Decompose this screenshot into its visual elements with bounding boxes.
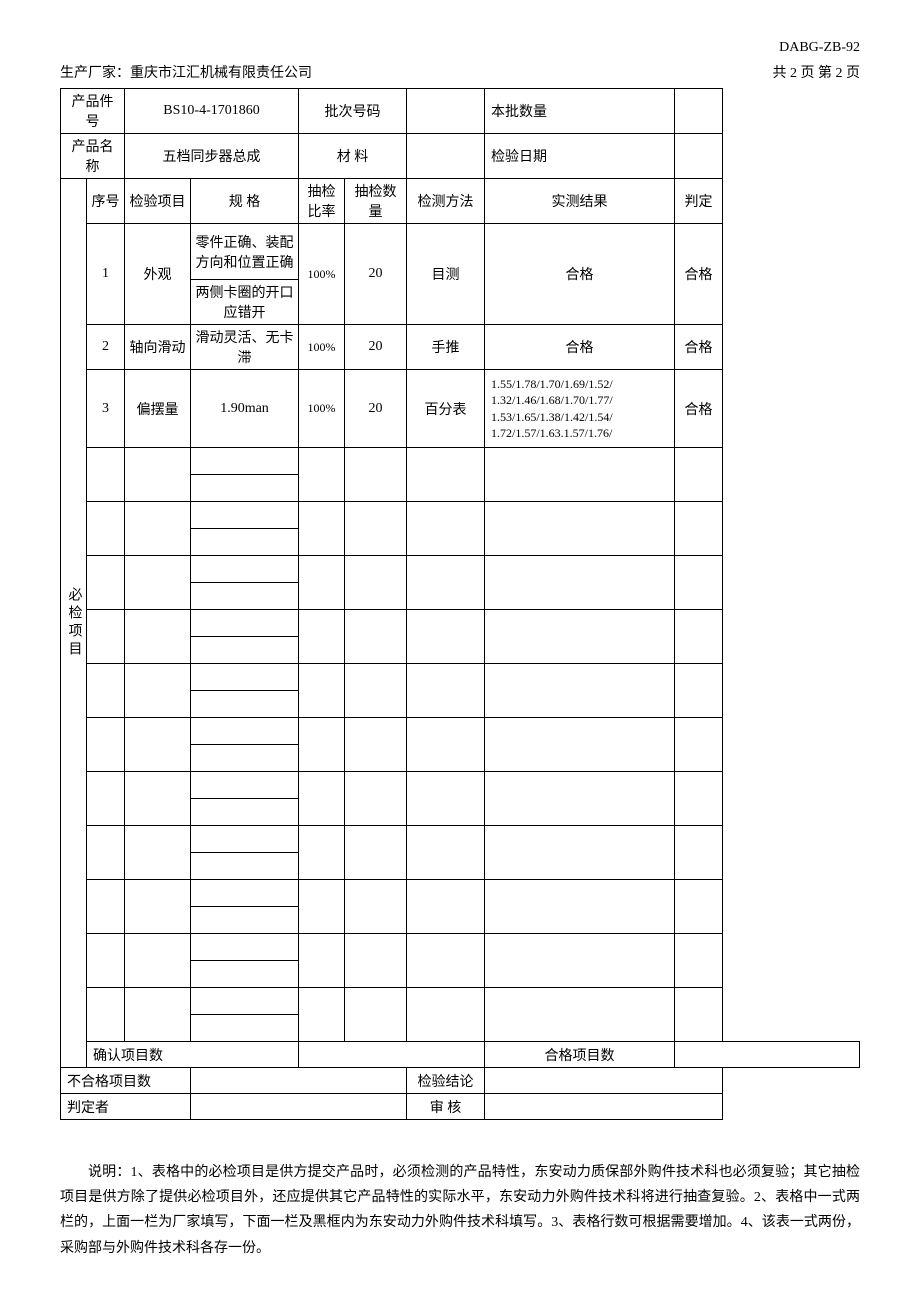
table-row <box>61 610 860 637</box>
header-row: 必检项目 序号 检验项目 规 格 抽检比率 抽检数量 检测方法 实测结果 判定 <box>61 179 860 224</box>
table-row <box>61 826 860 853</box>
review-val <box>485 1094 723 1120</box>
h-rate: 抽检比率 <box>299 179 345 224</box>
material-label: 材 料 <box>299 134 407 179</box>
meta-row-2: 产品名称 五档同步器总成 材 料 检验日期 <box>61 134 860 179</box>
r1-result: 合格 <box>485 224 675 325</box>
r1-rate: 100% <box>299 224 345 325</box>
qty-label: 本批数量 <box>485 89 675 134</box>
h-method: 检测方法 <box>407 179 485 224</box>
h-result: 实测结果 <box>485 179 675 224</box>
r1-spec1: 零件正确、装配方向和位置正确 <box>191 224 299 280</box>
table-row <box>61 718 860 745</box>
r2-qty: 20 <box>345 325 407 370</box>
r1-item: 外观 <box>125 224 191 325</box>
name: 五档同步器总成 <box>125 134 299 179</box>
r2-seq: 2 <box>87 325 125 370</box>
table-row <box>61 556 860 583</box>
fail-label: 不合格项目数 <box>61 1068 191 1094</box>
r1-method: 目测 <box>407 224 485 325</box>
pass-label: 合格项目数 <box>485 1042 675 1068</box>
material <box>407 134 485 179</box>
h-qty: 抽检数量 <box>345 179 407 224</box>
r2-item: 轴向滑动 <box>125 325 191 370</box>
doc-code: DABG-ZB-92 <box>60 40 860 56</box>
r2-rate: 100% <box>299 325 345 370</box>
confirm-val <box>299 1042 485 1068</box>
table-row <box>61 934 860 961</box>
judge-val <box>191 1094 407 1120</box>
date-val <box>675 134 723 179</box>
date-label: 检验日期 <box>485 134 675 179</box>
table-row: 2 轴向滑动 滑动灵活、无卡滞 100% 20 手推 合格 合格 <box>61 325 860 370</box>
r1-judge: 合格 <box>675 224 723 325</box>
r1-qty: 20 <box>345 224 407 325</box>
footer-row: 不合格项目数 检验结论 <box>61 1068 860 1094</box>
table-row: 3 偏摆量 1.90man 100% 20 百分表 1.55/1.78/1.70… <box>61 370 860 448</box>
r3-item: 偏摆量 <box>125 370 191 448</box>
table-row <box>61 988 860 1015</box>
r2-method: 手推 <box>407 325 485 370</box>
confirm-label: 确认项目数 <box>87 1042 299 1068</box>
r2-spec: 滑动灵活、无卡滞 <box>191 325 299 370</box>
review-label: 审 核 <box>407 1094 485 1120</box>
footer-row: 确认项目数 合格项目数 <box>61 1042 860 1068</box>
part-no-label: 产品件号 <box>61 89 125 134</box>
r3-seq: 3 <box>87 370 125 448</box>
table-row: 1 外观 零件正确、装配方向和位置正确 100% 20 目测 合格 合格 <box>61 224 860 280</box>
pass-val <box>675 1042 860 1068</box>
manufacturer: 生产厂家：重庆市江汇机械有限责任公司 <box>60 62 312 82</box>
h-seq: 序号 <box>87 179 125 224</box>
table-row <box>61 502 860 529</box>
part-no: BS10-4-1701860 <box>125 89 299 134</box>
qty-val <box>675 89 723 134</box>
h-judge: 判定 <box>675 179 723 224</box>
batch <box>407 89 485 134</box>
name-label: 产品名称 <box>61 134 125 179</box>
r3-qty: 20 <box>345 370 407 448</box>
notes: 说明：1、表格中的必检项目是供方提交产品时，必须检测的产品特性，东安动力质保部外… <box>60 1160 860 1261</box>
r3-rate: 100% <box>299 370 345 448</box>
table-row <box>61 664 860 691</box>
r2-result: 合格 <box>485 325 675 370</box>
inspection-table: 产品件号 BS10-4-1701860 批次号码 本批数量 产品名称 五档同步器… <box>60 88 860 1120</box>
h-item: 检验项目 <box>125 179 191 224</box>
header-line: 生产厂家：重庆市江汇机械有限责任公司 共 2 页 第 2 页 <box>60 62 860 82</box>
batch-label: 批次号码 <box>299 89 407 134</box>
page-info: 共 2 页 第 2 页 <box>773 62 861 82</box>
table-row <box>61 772 860 799</box>
footer-row: 判定者 审 核 <box>61 1094 860 1120</box>
h-spec: 规 格 <box>191 179 299 224</box>
r3-spec: 1.90man <box>191 370 299 448</box>
r3-result: 1.55/1.78/1.70/1.69/1.52/ 1.32/1.46/1.68… <box>485 370 675 448</box>
r3-judge: 合格 <box>675 370 723 448</box>
r3-method: 百分表 <box>407 370 485 448</box>
table-row <box>61 880 860 907</box>
r1-seq: 1 <box>87 224 125 325</box>
side-label: 必检项目 <box>61 179 87 1068</box>
r1-spec2: 两侧卡圈的开口应错开 <box>191 280 299 325</box>
judge-label: 判定者 <box>61 1094 191 1120</box>
meta-row-1: 产品件号 BS10-4-1701860 批次号码 本批数量 <box>61 89 860 134</box>
conclusion-label: 检验结论 <box>407 1068 485 1094</box>
r2-judge: 合格 <box>675 325 723 370</box>
table-row <box>61 448 860 475</box>
conclusion-val <box>485 1068 723 1094</box>
fail-val <box>191 1068 407 1094</box>
